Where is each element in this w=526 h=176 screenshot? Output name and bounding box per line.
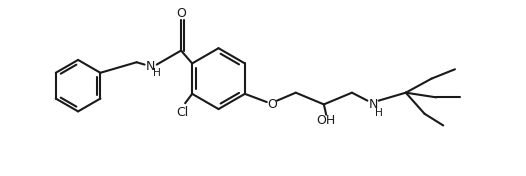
Text: H: H <box>153 68 160 78</box>
Text: H: H <box>375 108 383 118</box>
Text: N: N <box>368 98 378 111</box>
Text: Cl: Cl <box>177 106 189 119</box>
Text: O: O <box>267 98 277 111</box>
Text: OH: OH <box>317 114 336 127</box>
Text: O: O <box>176 7 186 20</box>
Text: N: N <box>146 60 155 73</box>
